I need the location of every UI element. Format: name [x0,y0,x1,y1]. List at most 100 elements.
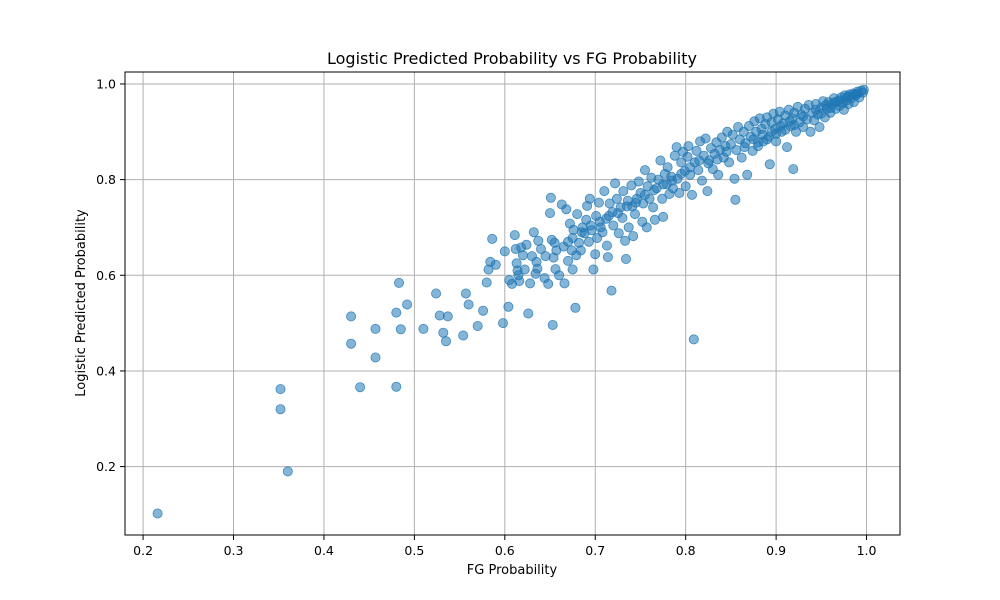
x-axis-ticks: 0.2 0.3 0.4 0.5 0.6 0.7 0.8 0.9 1.0 [133,535,877,558]
data-point [753,137,764,148]
grid-lines [125,72,900,535]
data-point [440,336,451,347]
data-point [499,246,510,257]
data-point [402,299,413,310]
data-point [612,208,623,219]
data-point [559,278,570,289]
data-point [641,222,652,233]
data-point [346,338,357,349]
y-tick-label: 0.8 [96,172,116,187]
chart-title: Logistic Predicted Probability vs FG Pro… [327,49,697,68]
data-point [547,319,558,330]
data-point [599,186,610,197]
y-axis-label: Logistic Predicted Probability [74,209,89,397]
data-point [509,230,520,241]
data-point [478,305,489,316]
data-point [418,323,429,334]
data-point [729,173,740,184]
data-point [771,128,782,139]
data-point [558,241,569,252]
data-point [584,193,595,204]
x-tick-label: 1.0 [857,543,877,558]
data-point [431,288,442,299]
data-point [575,245,586,256]
data-point [567,232,578,243]
data-point [490,259,501,270]
x-axis-label: FG Probability [467,563,558,578]
data-point [676,157,687,168]
data-point [630,209,641,220]
data-point [438,327,449,338]
data-point [503,301,514,312]
data-point [561,204,572,215]
data-point [576,227,587,238]
data-point [667,175,678,186]
data-point [460,288,471,299]
data-point [834,95,845,106]
data-point [742,169,753,180]
data-point [640,189,651,200]
plot-frame [124,71,901,536]
data-point [590,249,601,260]
x-tick-label: 0.5 [404,543,424,558]
data-point [594,216,605,227]
x-tick-label: 0.6 [495,543,515,558]
data-point [391,381,402,392]
data-point [816,108,827,119]
x-tick-label: 0.3 [224,543,244,558]
data-point [563,255,574,266]
data-point [780,124,791,135]
data-point [554,270,565,281]
data-point [764,159,775,170]
x-tick-label: 0.2 [133,543,153,558]
data-point [623,222,634,233]
data-point [523,308,534,319]
y-tick-label: 0.2 [96,459,116,474]
data-point [521,239,532,250]
data-point [540,251,551,262]
data-point [588,264,599,275]
data-point [713,169,724,180]
data-point [618,186,629,197]
data-point [688,334,699,345]
data-point [570,302,581,313]
data-point [606,285,617,296]
data-point [603,210,614,221]
data-point [730,194,741,205]
data-point [497,318,508,329]
data-point [658,179,669,190]
data-point [648,202,659,213]
data-point [275,384,286,395]
data-point [657,193,668,204]
data-point [572,209,583,220]
data-point [814,122,825,133]
data-point [583,236,594,247]
data-point [633,176,644,187]
data-point [545,208,556,219]
data-point [568,224,579,235]
data-point [680,181,691,192]
data-point [282,466,293,477]
data-point [611,193,622,204]
data-point [543,278,554,289]
y-tick-label: 0.4 [96,363,116,378]
data-point [463,299,474,310]
data-point [727,129,738,140]
data-point [355,382,366,393]
data-point [620,235,631,246]
data-point [613,228,624,239]
y-axis-ticks: 0.2 0.4 0.6 0.8 1.0 [96,76,125,474]
data-point [691,145,702,156]
data-point [621,201,632,212]
data-point [275,404,286,415]
data-point [458,330,469,341]
data-point [608,220,619,231]
data-point [721,146,732,157]
data-point [805,126,816,137]
data-point [674,187,685,198]
data-point [517,250,528,261]
data-points [152,84,869,519]
data-point [736,152,747,163]
data-point [391,307,402,318]
